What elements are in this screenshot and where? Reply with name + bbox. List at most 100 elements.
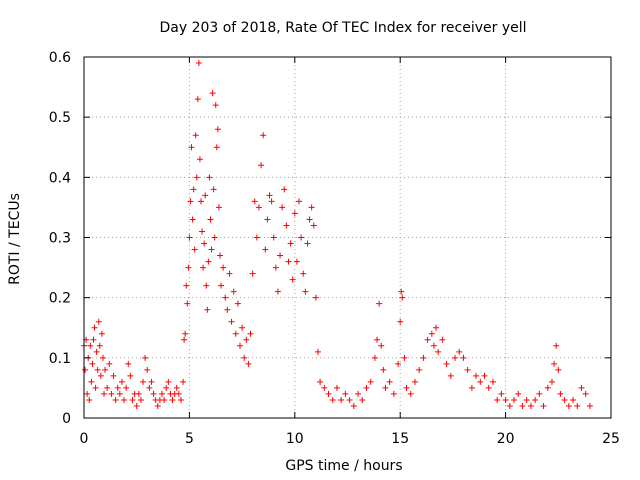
data-point — [220, 264, 227, 271]
data-point — [452, 354, 459, 361]
data-point — [255, 204, 262, 211]
data-point — [194, 96, 201, 103]
data-point — [380, 366, 387, 373]
data-point — [90, 336, 97, 343]
data-point — [205, 258, 212, 265]
data-point — [236, 342, 243, 349]
data-point — [443, 360, 450, 367]
data-point — [447, 372, 454, 379]
x-axis-ticks: 0 5 10 15 20 25 — [80, 57, 620, 447]
data-point — [582, 390, 589, 397]
data-point — [251, 198, 258, 205]
x-tick-label: 5 — [185, 431, 194, 447]
data-point — [544, 384, 551, 391]
y-tick-label: 0.1 — [49, 351, 71, 367]
data-point — [243, 336, 250, 343]
data-point — [281, 186, 288, 193]
data-point — [165, 378, 172, 385]
data-point — [140, 378, 147, 385]
data-point — [435, 348, 442, 355]
data-point — [321, 384, 328, 391]
data-point — [511, 396, 518, 403]
data-point — [428, 330, 435, 337]
data-point — [175, 390, 182, 397]
data-point — [177, 396, 184, 403]
x-tick-label: 0 — [80, 431, 89, 447]
data-point — [239, 324, 246, 331]
data-point — [376, 300, 383, 307]
data-point — [398, 288, 405, 295]
data-point — [371, 354, 378, 361]
data-point — [553, 342, 560, 349]
y-tick-label: 0.2 — [49, 291, 71, 307]
data-point — [264, 216, 271, 223]
data-point — [283, 222, 290, 229]
data-point — [196, 156, 203, 163]
data-point — [241, 354, 248, 361]
data-point — [114, 384, 121, 391]
data-point — [186, 234, 193, 241]
y-axis-label: ROTI / TECUs — [7, 193, 23, 285]
data-point — [89, 360, 96, 367]
data-point — [230, 288, 237, 295]
data-point — [456, 348, 463, 355]
data-point — [191, 246, 198, 253]
data-point — [489, 378, 496, 385]
y-axis-ticks: 0 0.1 0.2 0.3 0.4 0.5 0.6 — [49, 50, 611, 427]
data-point — [232, 330, 239, 337]
data-point — [300, 270, 307, 277]
data-point — [209, 90, 216, 97]
data-point — [116, 390, 123, 397]
data-point — [87, 342, 94, 349]
data-point — [407, 390, 414, 397]
data-point — [460, 354, 467, 361]
data-point — [222, 294, 229, 301]
data-point — [224, 306, 231, 313]
data-point — [215, 204, 222, 211]
data-point — [390, 390, 397, 397]
data-point — [302, 288, 309, 295]
data-point — [228, 318, 235, 325]
data-point — [169, 396, 176, 403]
data-point — [502, 396, 509, 403]
data-point — [192, 132, 199, 139]
data-point — [158, 390, 165, 397]
data-point — [308, 204, 315, 211]
data-point — [207, 216, 214, 223]
data-point — [104, 384, 111, 391]
data-point — [88, 378, 95, 385]
data-point — [578, 384, 585, 391]
data-point — [523, 396, 530, 403]
data-point — [193, 174, 200, 181]
data-point — [201, 240, 208, 247]
data-point — [121, 396, 128, 403]
data-point — [565, 402, 572, 409]
data-point — [208, 246, 215, 253]
data-point — [210, 186, 217, 193]
data-point — [86, 396, 93, 403]
data-point — [424, 336, 431, 343]
data-point — [93, 348, 100, 355]
data-point — [382, 384, 389, 391]
data-point — [118, 378, 125, 385]
y-tick-label: 0 — [62, 411, 71, 427]
data-point — [183, 282, 190, 289]
data-point — [96, 342, 103, 349]
y-tick-label: 0.5 — [49, 110, 71, 126]
data-point — [102, 366, 109, 373]
data-point — [342, 390, 349, 397]
data-point — [197, 198, 204, 205]
data-point — [187, 198, 194, 205]
data-point — [374, 336, 381, 343]
data-point — [555, 366, 562, 373]
data-point — [184, 300, 191, 307]
data-point — [262, 246, 269, 253]
data-point — [317, 378, 324, 385]
x-tick-label: 20 — [497, 431, 515, 447]
x-axis-label: GPS time / hours — [285, 458, 402, 474]
data-point — [182, 330, 189, 337]
data-point — [106, 360, 113, 367]
data-point — [163, 384, 170, 391]
data-point — [395, 360, 402, 367]
data-point — [189, 216, 196, 223]
